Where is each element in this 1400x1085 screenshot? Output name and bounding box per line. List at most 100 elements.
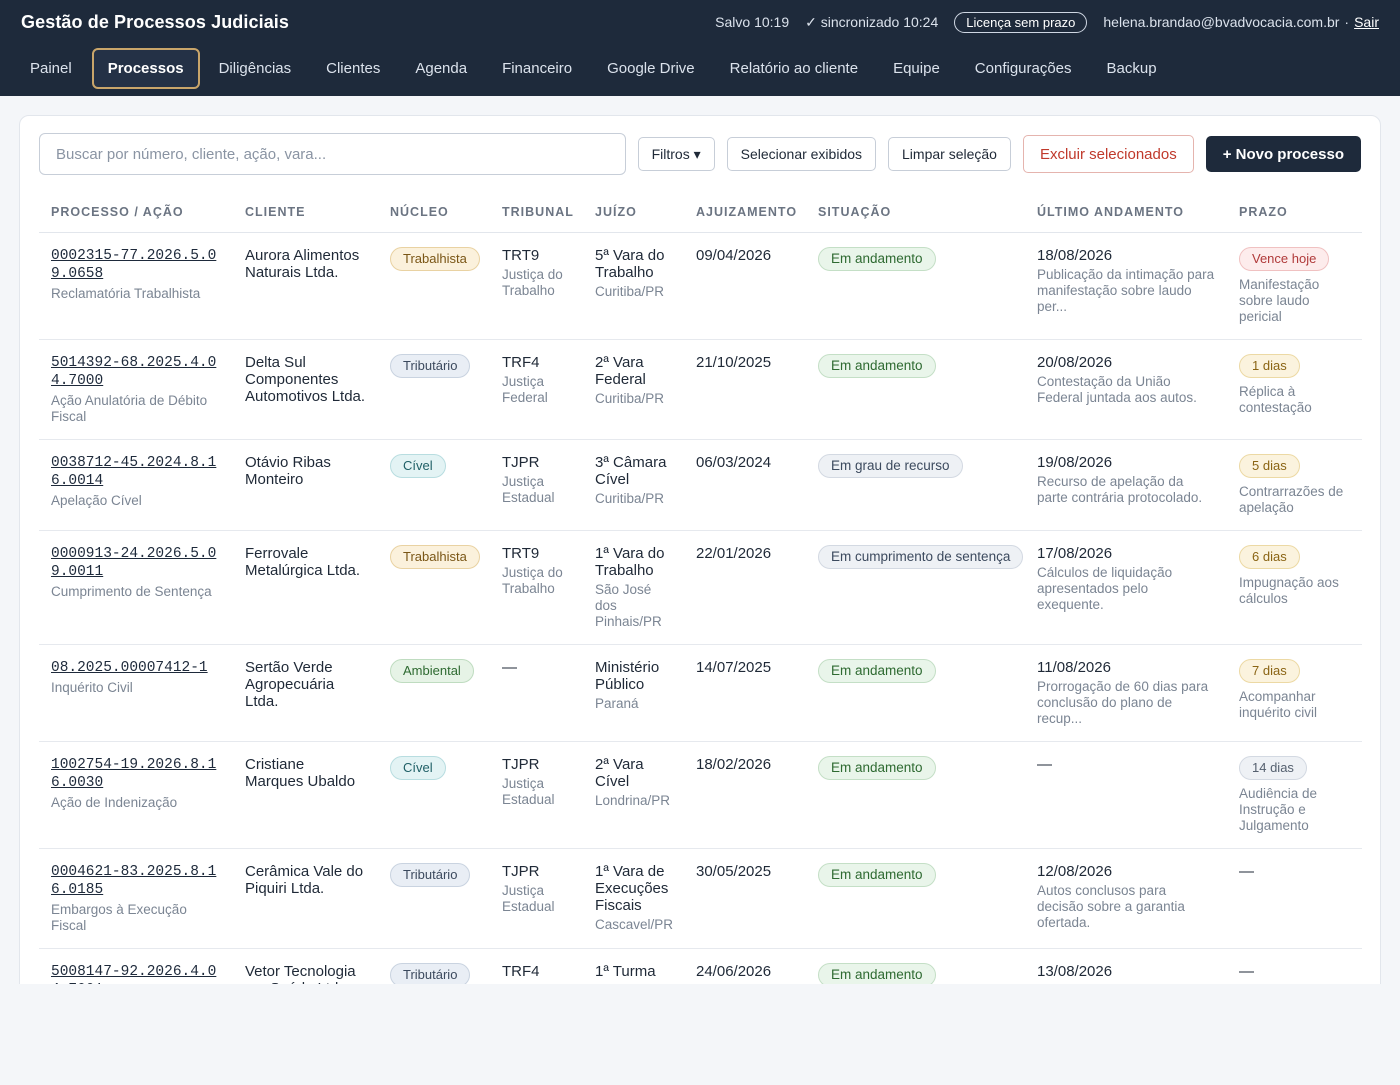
process-number-link[interactable]: 08.2025.00007412-1 — [51, 659, 208, 676]
cell-juizo: 1ª Vara do Trabalho São José dos Pinhais/… — [583, 530, 684, 645]
process-action: Inquérito Civil — [51, 679, 133, 695]
deadline-badge: 7 dias — [1239, 658, 1300, 683]
new-process-button[interactable]: + Novo processo — [1205, 136, 1361, 172]
table-row[interactable]: 0002315-77.2026.5.09.0658 Reclamatória Tr… — [39, 232, 1362, 340]
cell-deadline: 14 dias Audiência de Instrução e Julgamen… — [1227, 741, 1362, 849]
deadline-empty: — — [1239, 862, 1254, 880]
deadline-description: Acompanhar inquérito civil — [1239, 688, 1318, 720]
cell-process: 08.2025.00007412-1 Inquérito Civil — [39, 644, 233, 742]
delete-selected-button[interactable]: Excluir selecionados — [1022, 135, 1194, 173]
nav-item-configurações[interactable]: Configurações — [974, 60, 1072, 77]
nav-item-relatório-ao-cliente[interactable]: Relatório ao cliente — [729, 60, 859, 77]
nav-item-processos[interactable]: Processos — [91, 48, 200, 89]
nav-item-backup[interactable]: Backup — [1106, 60, 1157, 77]
last-update-text: Contestação da União Federal juntada aos… — [1037, 373, 1197, 405]
top-line: Gestão de Processos Judiciais Salvo 10:1… — [21, 8, 1379, 36]
tribunal-branch: Justiça Federal — [502, 373, 548, 405]
nucleo-badge: Trabalhista — [390, 246, 480, 271]
logout-link[interactable]: Sair — [1354, 14, 1379, 30]
page-background — [0, 984, 1400, 1085]
table-row[interactable]: 0004621-83.2025.8.16.0185 Embargos à Exec… — [39, 848, 1362, 949]
column-header[interactable]: PRAZO — [1227, 192, 1362, 233]
process-number-link[interactable]: 1002754-19.2026.8.16.0030 — [51, 756, 217, 791]
cell-tribunal: TJPR Justiça Estadual — [490, 848, 583, 949]
table-row[interactable]: 0000913-24.2026.5.09.0011 Cumprimento de … — [39, 530, 1362, 645]
tribunal-name: TRF4 — [502, 962, 540, 980]
juizo-location: Paraná — [595, 695, 639, 711]
nav-item-equipe[interactable]: Equipe — [893, 60, 940, 77]
juizo-name: 1ª Vara do Trabalho — [595, 544, 665, 579]
column-header[interactable]: AJUIZAMENTO — [684, 192, 806, 233]
process-number-link[interactable]: 5014392-68.2025.4.04.7000 — [51, 354, 217, 389]
status-badge: Em grau de recurso — [818, 453, 963, 478]
column-header[interactable]: SITUAÇÃO — [806, 192, 1025, 233]
cell-status: Em andamento — [806, 644, 1025, 742]
cell-filed-date: 21/10/2025 — [684, 339, 806, 440]
deadline-description: Audiência de Instrução e Julgamento — [1239, 785, 1318, 833]
search-input[interactable] — [39, 133, 626, 175]
filed-date: 14/07/2025 — [696, 658, 772, 676]
nucleo-badge: Trabalhista — [390, 544, 480, 569]
cell-last-update: 18/08/2026 Publicação da intimação para m… — [1025, 232, 1227, 340]
cell-filed-date: 09/04/2026 — [684, 232, 806, 340]
column-header[interactable]: ÚLTIMO ANDAMENTO — [1025, 192, 1227, 233]
juizo-location: Curitiba/PR — [595, 283, 665, 299]
cell-nucleo: Cível — [378, 741, 490, 849]
nav-item-painel[interactable]: Painel — [30, 60, 72, 77]
deadline-badge: 14 dias — [1239, 755, 1307, 780]
juizo-name: 1ª Turma — [595, 962, 656, 980]
process-action: Reclamatória Trabalhista — [51, 285, 201, 301]
cell-deadline: 7 dias Acompanhar inquérito civil — [1227, 644, 1362, 742]
tribunal-name: TRF4 — [502, 353, 540, 371]
last-update-date: 13/08/2026 — [1037, 962, 1113, 980]
process-number-link[interactable]: 0004621-83.2025.8.16.0185 — [51, 863, 217, 898]
deadline-empty: — — [1239, 962, 1254, 980]
nav-item-clientes[interactable]: Clientes — [326, 60, 381, 77]
tribunal-name: TJPR — [502, 453, 540, 471]
process-number-link[interactable]: 0002315-77.2026.5.09.0658 — [51, 247, 217, 282]
cell-client: Cristiane Marques Ubaldo — [233, 741, 378, 849]
cell-process: 1002754-19.2026.8.16.0030 Ação de Indeniz… — [39, 741, 233, 849]
tribunal-name: TJPR — [502, 755, 540, 773]
cell-last-update: — — [1025, 741, 1227, 849]
filed-date: 18/02/2026 — [696, 755, 772, 773]
client-name: Delta Sul Componentes Automotivos Ltda. — [245, 353, 366, 405]
filters-button[interactable]: Filtros ▾ — [637, 137, 715, 171]
cell-status: Em andamento — [806, 232, 1025, 340]
status-badge: Em andamento — [818, 755, 936, 780]
table-body: 0002315-77.2026.5.09.0658 Reclamatória Tr… — [39, 232, 1362, 1014]
filed-date: 30/05/2025 — [696, 862, 772, 880]
table-row[interactable]: 0038712-45.2024.8.16.0014 Apelação Cível O… — [39, 439, 1362, 531]
nucleo-badge: Ambiental — [390, 658, 474, 683]
column-header[interactable]: PROCESSO / AÇÃO — [39, 192, 233, 233]
last-update-text: Publicação da intimação para manifestaçã… — [1037, 266, 1215, 314]
process-number-link[interactable]: 0038712-45.2024.8.16.0014 — [51, 454, 217, 489]
client-name: Sertão Verde Agropecuária Ltda. — [245, 658, 335, 710]
nav-item-diligências[interactable]: Diligências — [218, 60, 292, 77]
column-header[interactable]: NÚCLEO — [378, 192, 490, 233]
cell-juizo: 2ª Vara Federal Curitiba/PR — [583, 339, 684, 440]
deadline-description: Impugnação aos cálculos — [1239, 574, 1339, 606]
juizo-name: 2ª Vara Cível — [595, 755, 644, 790]
status-badge: Em andamento — [818, 246, 936, 271]
column-header[interactable]: CLIENTE — [233, 192, 378, 233]
nav-item-financeiro[interactable]: Financeiro — [502, 60, 573, 77]
process-number-link[interactable]: 0000913-24.2026.5.09.0011 — [51, 545, 217, 580]
license-badge: Licença sem prazo — [954, 11, 1088, 33]
table-row[interactable]: 08.2025.00007412-1 Inquérito Civil Sertão … — [39, 644, 1362, 742]
cell-nucleo: Ambiental — [378, 644, 490, 742]
column-header[interactable]: JUÍZO — [583, 192, 684, 233]
cell-tribunal: TRT9 Justiça do Trabalho — [490, 530, 583, 645]
cell-status: Em andamento — [806, 848, 1025, 949]
process-list-card: Filtros ▾ Selecionar exibidos Limpar sel… — [19, 115, 1381, 1015]
column-header[interactable]: TRIBUNAL — [490, 192, 583, 233]
cell-deadline: — — [1227, 848, 1362, 949]
clear-selection-button[interactable]: Limpar seleção — [888, 137, 1011, 171]
nav-item-agenda[interactable]: Agenda — [415, 60, 468, 77]
select-shown-button[interactable]: Selecionar exibidos — [726, 137, 877, 171]
cell-tribunal: TJPR Justiça Estadual — [490, 439, 583, 531]
table-row[interactable]: 1002754-19.2026.8.16.0030 Ação de Indeniz… — [39, 741, 1362, 849]
table-row[interactable]: 5014392-68.2025.4.04.7000 Ação Anulatória… — [39, 339, 1362, 440]
cell-tribunal: TRT9 Justiça do Trabalho — [490, 232, 583, 340]
nav-item-google-drive[interactable]: Google Drive — [607, 60, 695, 77]
